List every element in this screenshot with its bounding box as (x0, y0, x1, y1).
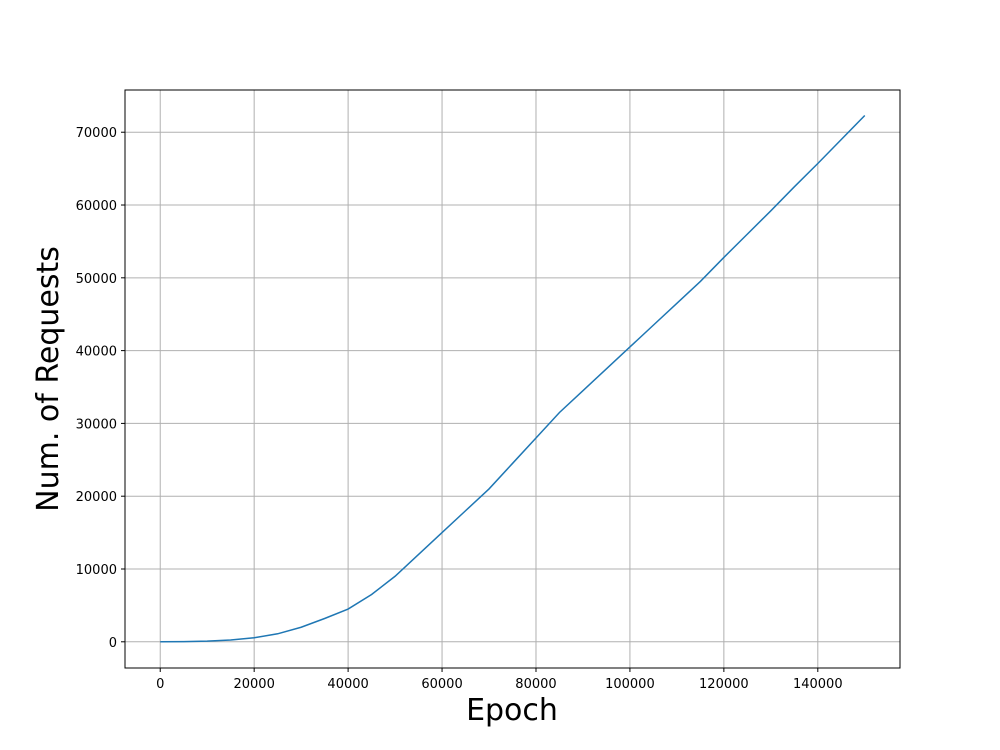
x-tick-label: 140000 (793, 677, 843, 692)
y-tick-label: 50000 (76, 272, 117, 287)
y-axis-ticks: 0 10000 20000 30000 40000 50000 60000 70000 (76, 126, 125, 651)
grid-lines (125, 90, 900, 668)
x-tick-label: 0 (156, 677, 164, 692)
x-axis-ticks: 0 20000 40000 60000 80000 100000 120000 140000 (156, 668, 843, 692)
x-tick-label: 60000 (421, 677, 462, 692)
y-tick-label: 20000 (76, 490, 117, 505)
x-tick-label: 100000 (605, 677, 655, 692)
x-axis-label: Epoch (466, 693, 558, 728)
x-tick-label: 80000 (515, 677, 556, 692)
y-tick-label: 0 (109, 636, 117, 651)
y-axis-label: Num. of Requests (31, 246, 66, 512)
x-tick-label: 20000 (233, 677, 274, 692)
y-tick-label: 70000 (76, 126, 117, 141)
y-tick-label: 10000 (76, 563, 117, 578)
plot-frame (124, 89, 901, 669)
y-tick-label: 30000 (76, 417, 117, 432)
y-tick-label: 60000 (76, 199, 117, 214)
x-tick-label: 120000 (699, 677, 749, 692)
x-tick-label: 40000 (327, 677, 368, 692)
series-line (160, 114, 866, 643)
y-tick-label: 40000 (76, 345, 117, 360)
